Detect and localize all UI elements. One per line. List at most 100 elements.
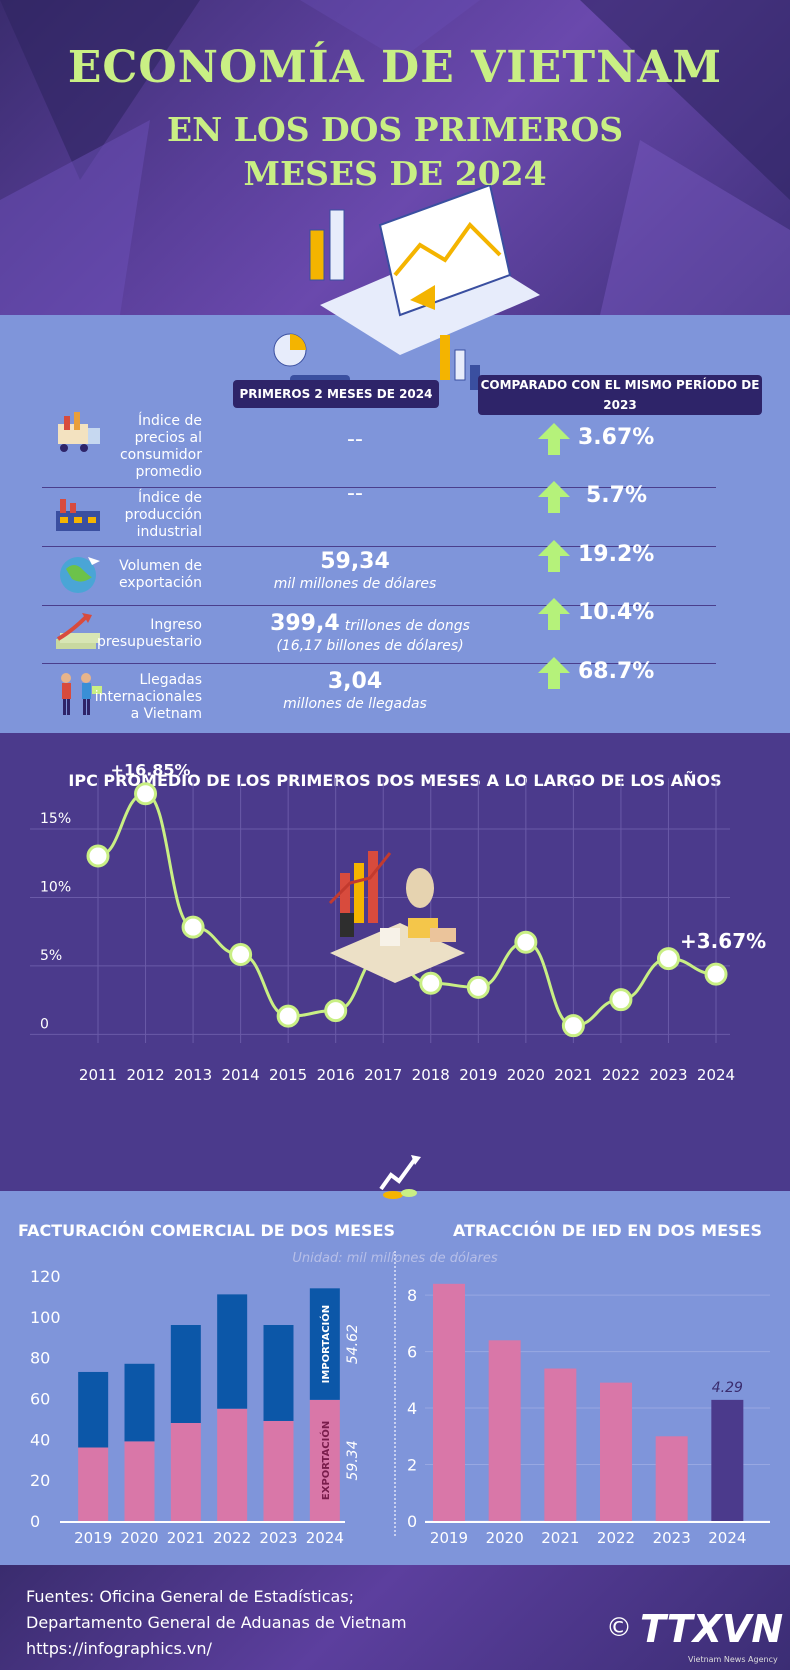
- globe-plane-icon: [52, 551, 104, 595]
- x-tick-label: 2021: [167, 1529, 205, 1547]
- import-bar: [309, 1288, 340, 1400]
- value-text: 3,04: [327, 669, 383, 694]
- import-bar: [78, 1371, 109, 1448]
- source-line1: Fuentes: Oficina General de Estadísticas…: [26, 1587, 355, 1606]
- row-divider: [42, 663, 716, 664]
- data-point: [656, 947, 680, 971]
- up-arrow-icon: [538, 423, 570, 455]
- fdi-bar: [711, 1399, 744, 1521]
- export-bar: [217, 1408, 248, 1521]
- data-point: [466, 975, 490, 999]
- y-tick-label: 0: [30, 1512, 40, 1531]
- fdi-bar: [655, 1436, 688, 1521]
- up-arrow-icon: [538, 540, 570, 572]
- label-line: industrial: [136, 524, 202, 540]
- export-bar: [78, 1447, 109, 1521]
- y-tick-label: 10%: [40, 879, 71, 895]
- y-tick-label: 20: [30, 1471, 50, 1490]
- export-bar: [263, 1420, 294, 1521]
- export-bar: [124, 1441, 155, 1521]
- x-tick-label: 2018: [412, 1066, 450, 1084]
- subtitle-line2: MESES DE 2024: [243, 154, 547, 193]
- label-line: presupuestario: [96, 634, 202, 650]
- x-tick-label: 2023: [649, 1066, 687, 1084]
- up-arrow-icon: [538, 598, 570, 630]
- x-tick-label: 2020: [486, 1529, 524, 1547]
- cpi-chart-title: IPC PROMEDIO DE LOS PRIMEROS DOS MESES A…: [68, 771, 722, 790]
- x-tick-label: 2014: [222, 1066, 260, 1084]
- fdi-bar-chart: 0 2 4 6 8 2019 2020 2021 2022 2023 2024 4.29: [407, 1283, 770, 1547]
- up-arrow-icon: [538, 481, 570, 513]
- y-tick-label: 120: [30, 1267, 61, 1286]
- indicator-value-budget: 399,4 trillones de dongs (16,17 billones…: [250, 611, 490, 654]
- data-point: [86, 844, 110, 868]
- indicator-value-industrial: --: [230, 481, 480, 506]
- value-text: 59,34: [320, 549, 390, 574]
- data-point: [229, 943, 253, 967]
- annotation-label: +16.85%: [111, 761, 191, 780]
- x-tick-label: 2024: [306, 1529, 344, 1547]
- copyright-icon: ©: [606, 1613, 632, 1643]
- indicator-change-budget: 10.4%: [578, 600, 655, 625]
- factory-icon: [52, 493, 104, 537]
- main-title: ECONOMÍA DE VIETNAM: [67, 42, 723, 93]
- source-line2: Departamento General de Aduanas de Vietn…: [26, 1613, 407, 1632]
- value-unit: trillones de dongs: [344, 618, 470, 634]
- x-tick-label: 2017: [364, 1066, 402, 1084]
- value-label: 4.29: [712, 1380, 743, 1396]
- row-divider: [42, 605, 716, 606]
- indicator-change-exports: 19.2%: [578, 542, 655, 567]
- annotation-label: +3.67%: [680, 929, 766, 953]
- label-line: Ingreso: [150, 617, 202, 633]
- row-divider: [42, 487, 716, 488]
- grocery-cart-icon: [52, 410, 104, 454]
- x-tick-label: 2023: [259, 1529, 297, 1547]
- up-arrow-icon: [538, 657, 570, 689]
- y-tick-label: 100: [30, 1308, 61, 1327]
- export-bar: [309, 1399, 340, 1521]
- indicator-value-exports: 59,34 mil millones de dólares: [230, 549, 480, 592]
- header-background-polygons: [0, 0, 790, 315]
- source-url[interactable]: https://infographics.vn/: [26, 1639, 212, 1658]
- value-text: --: [347, 427, 363, 452]
- value-text: --: [347, 481, 363, 506]
- indicator-change-cpi: 3.67%: [578, 425, 655, 450]
- y-tick-label: 15%: [40, 811, 71, 827]
- import-bar: [217, 1294, 248, 1409]
- indicators-section: PRIMEROS 2 MESES DE 2024 COMPARADO CON E…: [0, 185, 790, 733]
- fdi-bar: [600, 1382, 632, 1521]
- data-point: [561, 1014, 585, 1038]
- x-tick-label: 2020: [507, 1066, 545, 1084]
- x-tick-label: 2021: [554, 1066, 592, 1084]
- x-tick-label: 2022: [597, 1529, 635, 1547]
- import-bar: [263, 1325, 294, 1421]
- export-bar: [170, 1423, 201, 1521]
- label-line: exportación: [119, 575, 202, 591]
- label-line: internacionales: [94, 689, 202, 705]
- x-tick-label: 2012: [126, 1066, 164, 1084]
- y-tick-label: 40: [30, 1430, 50, 1449]
- label-line: precios al: [134, 430, 202, 446]
- label-line: Índice de: [137, 413, 202, 429]
- cpi-line-chart: 0 5% 10% 15% 2011 2012 2013 2014 2015 2016 2017 201…: [30, 761, 766, 1084]
- series-label-import: IMPORTACIÓN: [319, 1305, 332, 1383]
- y-tick-label: 5%: [40, 948, 62, 964]
- section-divider: [394, 1251, 396, 1536]
- data-point: [181, 915, 205, 939]
- column-header-current: PRIMEROS 2 MESES DE 2024: [233, 380, 439, 408]
- fdi-bar: [433, 1283, 465, 1521]
- data-point: [276, 1004, 300, 1028]
- label-line: promedio: [135, 464, 203, 480]
- value-unit: mil millones de dólares: [273, 576, 437, 592]
- label-line: Índice de: [137, 490, 202, 506]
- label-line: a Vietnam: [130, 706, 202, 722]
- x-tick-label: 2023: [653, 1529, 691, 1547]
- y-tick-label: 60: [30, 1390, 50, 1409]
- indicator-label-industrial: Índice de producción industrial: [42, 490, 202, 541]
- label-line: producción: [124, 507, 202, 523]
- fdi-chart-title: ATRACCIÓN DE IED EN DOS MESES: [453, 1221, 762, 1240]
- x-tick-label: 2022: [602, 1066, 640, 1084]
- growth-coins-icon: [379, 1155, 421, 1199]
- trade-chart-title: FACTURACIÓN COMERCIAL DE DOS MESES: [18, 1221, 396, 1240]
- indicator-label-arrivals: Llegadas internacionales a Vietnam: [42, 672, 202, 723]
